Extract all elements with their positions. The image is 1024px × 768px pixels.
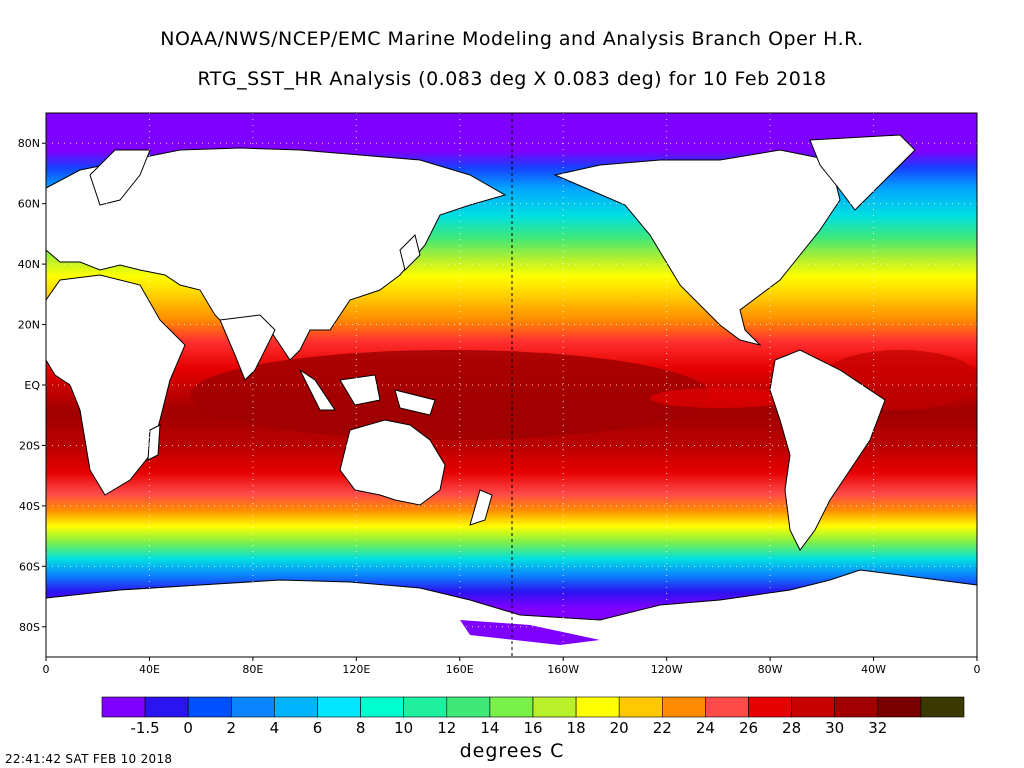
land-new-zealand: [469, 489, 493, 526]
colorbar-label: -1.5: [130, 719, 159, 737]
land-sumatra: [298, 368, 336, 411]
longitude-ticks: 0 40E 80E 120E 160E 160W 120W 80W 40W 0: [43, 657, 981, 676]
colorbar-swatch: [187, 696, 232, 718]
colorbar-swatch: [274, 696, 318, 718]
title-line-2: RTG_SST_HR Analysis (0.083 deg X 0.083 d…: [197, 68, 827, 90]
colorbar-label: 10: [394, 719, 413, 737]
sst-map: 80N 60N 40N 20N EQ 20S 40S 60S 80S 0 40E 80E 120E 16…: [18, 112, 981, 737]
lon-tick-label: 120W: [651, 663, 683, 676]
colorbar-swatch: [920, 696, 965, 718]
colorbar-label: 20: [610, 719, 629, 737]
cold-tongue-pacific: [650, 388, 790, 408]
colorbar-swatch: [748, 696, 792, 718]
graticule: [46, 113, 977, 657]
colorbar-swatch: [403, 696, 448, 718]
lon-tick-label: 0: [974, 663, 981, 676]
lat-tick-label: 20N: [18, 319, 40, 332]
land-scandinavia: [89, 149, 151, 206]
lon-tick-label: 120E: [342, 663, 370, 676]
colorbar-label: 22: [653, 719, 672, 737]
colorbar-swatch: [834, 696, 879, 718]
land-japan: [399, 234, 421, 271]
lon-tick-label: 160E: [446, 663, 474, 676]
timestamp: 22:41:42 SAT FEB 10 2018: [5, 752, 173, 766]
lon-tick-label: 160W: [547, 663, 579, 676]
colorbar-label: 32: [868, 719, 887, 737]
colorbar-swatch: [705, 696, 749, 718]
colorbar-swatch: [317, 696, 361, 718]
warm-pool-indo-pacific: [190, 350, 710, 440]
lon-tick-label: 80W: [758, 663, 783, 676]
lon-tick-label: 80E: [242, 663, 263, 676]
land-north-america: [553, 149, 841, 346]
colorbar-label: 0: [183, 719, 193, 737]
lat-tick-label: 40N: [18, 258, 40, 271]
colorbar-swatch: [532, 696, 577, 718]
colorbar-label: 12: [437, 719, 456, 737]
colorbar-label: 14: [480, 719, 499, 737]
colorbar-label: 4: [270, 719, 280, 737]
colorbar-label: 30: [825, 719, 844, 737]
colorbar-label: 16: [523, 719, 542, 737]
colorbar-swatch: [489, 696, 534, 718]
lat-tick-label: 60S: [19, 560, 40, 573]
lon-tick-label: 40E: [139, 663, 160, 676]
lat-tick-label: 80S: [19, 621, 40, 634]
lat-tick-label: EQ: [24, 379, 40, 392]
land-new-guinea: [394, 389, 436, 416]
colorbar-labels: -1.5 0 2 4 6 8 10 12 14 16 18 20 22 24 26 28 30 32: [130, 719, 887, 737]
land-australia: [339, 419, 446, 506]
ross-sea-ice: [460, 620, 600, 645]
lat-tick-label: 20S: [19, 439, 40, 452]
land-south-america: [769, 349, 886, 551]
colorbar-swatch: [231, 696, 275, 718]
lon-tick-label: 40W: [861, 663, 886, 676]
colorbar-swatch: [618, 696, 663, 718]
units-label: degrees C: [459, 740, 565, 762]
colorbar-label: 28: [782, 719, 801, 737]
colorbar-swatch: [101, 696, 146, 718]
colorbar-label: 18: [567, 719, 586, 737]
colorbar-swatch: [661, 696, 706, 718]
land-madagascar: [147, 424, 161, 461]
title-line-1: NOAA/NWS/NCEP/EMC Marine Modeling and An…: [160, 28, 864, 50]
colorbar: [101, 696, 965, 718]
lon-tick-label: 0: [43, 663, 50, 676]
colorbar-swatch: [144, 696, 189, 718]
colorbar-label: 2: [227, 719, 237, 737]
land-india: [219, 314, 276, 381]
arctic-ice: [46, 113, 977, 133]
lat-tick-label: 80N: [18, 137, 40, 150]
colorbar-label: 24: [696, 719, 715, 737]
colorbar-label: 6: [313, 719, 323, 737]
land-eurasia: [46, 147, 507, 361]
land-borneo: [339, 374, 381, 406]
land-greenland: [809, 134, 916, 211]
colorbar-swatch: [575, 696, 620, 718]
colorbar-swatch: [446, 696, 491, 718]
lat-tick-label: 60N: [18, 198, 40, 211]
latitude-ticks: 80N 60N 40N 20N EQ 20S 40S 60S 80S: [18, 137, 46, 634]
colorbar-label: 26: [739, 719, 758, 737]
colorbar-swatch: [360, 696, 405, 718]
colorbar-swatch: [877, 696, 922, 718]
colorbar-swatch: [791, 696, 835, 718]
colorbar-label: 8: [356, 719, 366, 737]
lat-tick-label: 40S: [19, 500, 40, 513]
